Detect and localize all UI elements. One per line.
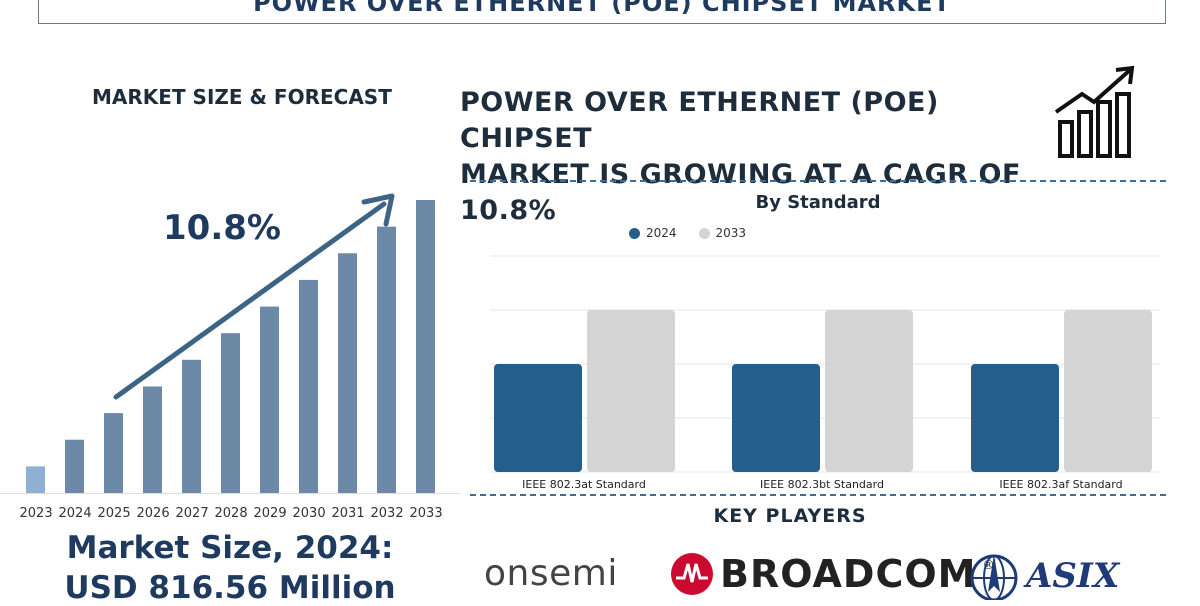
divider-bottom bbox=[470, 494, 1166, 496]
year-label-2028: 2028 bbox=[214, 506, 248, 521]
forecast-bar-2030 bbox=[299, 279, 318, 493]
bar-2033-2 bbox=[1064, 310, 1152, 472]
broadcom-logo-text: BROADCOM bbox=[720, 552, 977, 596]
by-standard-bar-chart bbox=[490, 255, 1160, 473]
asix-logo: ASIX bbox=[968, 552, 1119, 600]
cagr-headline-line1: POWER OVER ETHERNET (POE) CHIPSET bbox=[460, 87, 939, 154]
divider-top bbox=[470, 180, 1166, 182]
asix-logo-text: ASIX bbox=[1026, 556, 1120, 596]
category-label-bt: IEEE 802.3bt Standard bbox=[760, 478, 884, 491]
forecast-bar-2033 bbox=[416, 200, 435, 493]
forecast-bar-2026 bbox=[143, 386, 162, 493]
onsemi-logo: onsemi bbox=[484, 552, 618, 596]
category-label-af: IEEE 802.3af Standard bbox=[999, 478, 1123, 491]
bar-2024-0 bbox=[494, 364, 582, 472]
year-label-2025: 2025 bbox=[97, 506, 131, 521]
forecast-bar-2023 bbox=[26, 466, 45, 493]
broadcom-logo: BROADCOM ® bbox=[670, 552, 994, 596]
cagr-value: 10.8% bbox=[163, 208, 281, 248]
bar-2024-1 bbox=[732, 364, 820, 472]
legend-label-2024: 2024 bbox=[645, 226, 677, 240]
year-label-2026: 2026 bbox=[136, 506, 170, 521]
page-title: POWER OVER ETHERNET (POE) CHIPSET MARKET bbox=[253, 0, 951, 17]
title-box: POWER OVER ETHERNET (POE) CHIPSET MARKET bbox=[38, 0, 1166, 24]
forecast-bar-2032 bbox=[377, 226, 396, 494]
forecast-bar-2028 bbox=[221, 333, 240, 493]
cagr-headline: POWER OVER ETHERNET (POE) CHIPSET MARKET… bbox=[460, 85, 1060, 229]
year-label-2033: 2033 bbox=[409, 506, 443, 521]
market-size-forecast-label: MARKET SIZE & FORECAST bbox=[92, 85, 392, 109]
bar-2024-2 bbox=[971, 364, 1059, 472]
year-label-2024: 2024 bbox=[58, 506, 92, 521]
legend-dot-2024 bbox=[628, 227, 640, 239]
year-label-2030: 2030 bbox=[292, 506, 326, 521]
chart-title: By Standard bbox=[755, 192, 881, 213]
forecast-bar-2024 bbox=[65, 439, 84, 493]
broadcom-mark-icon bbox=[671, 553, 713, 595]
market-size-value: USD 816.56 Million bbox=[64, 570, 396, 606]
legend-item-2033: 2033 bbox=[698, 226, 747, 240]
market-size-label: Market Size, 2024: bbox=[66, 530, 394, 566]
key-players-label: KEY PLAYERS bbox=[713, 505, 867, 527]
legend-item-2024: 2024 bbox=[628, 226, 677, 240]
onsemi-logo-text: onsemi bbox=[484, 553, 618, 594]
category-label-at: IEEE 802.3at Standard bbox=[522, 478, 646, 491]
forecast-bar-2027 bbox=[182, 359, 201, 493]
year-label-2027: 2027 bbox=[175, 506, 209, 521]
legend-label-2033: 2033 bbox=[715, 226, 747, 240]
year-label-2031: 2031 bbox=[331, 506, 365, 521]
year-label-2023: 2023 bbox=[19, 506, 53, 521]
asix-globe-icon bbox=[970, 554, 1018, 600]
forecast-bar-chart bbox=[0, 193, 460, 494]
growth-arrow-head bbox=[361, 193, 395, 227]
forecast-bar-2025 bbox=[104, 413, 123, 493]
forecast-bar-2029 bbox=[260, 306, 279, 493]
year-label-2032: 2032 bbox=[370, 506, 404, 521]
bar-2033-0 bbox=[587, 310, 675, 472]
legend-dot-2033 bbox=[698, 227, 710, 239]
forecast-bar-2031 bbox=[338, 253, 357, 493]
bar-chart-growth-icon bbox=[1054, 65, 1135, 158]
chart-legend: 2024 2033 bbox=[0, 226, 1200, 240]
cagr-headline-line2: MARKET IS GROWING AT A CAGR OF 10.8% bbox=[460, 159, 1021, 226]
year-label-2029: 2029 bbox=[253, 506, 287, 521]
bar-2033-1 bbox=[825, 310, 913, 472]
growth-arrow-shaft bbox=[113, 201, 387, 400]
